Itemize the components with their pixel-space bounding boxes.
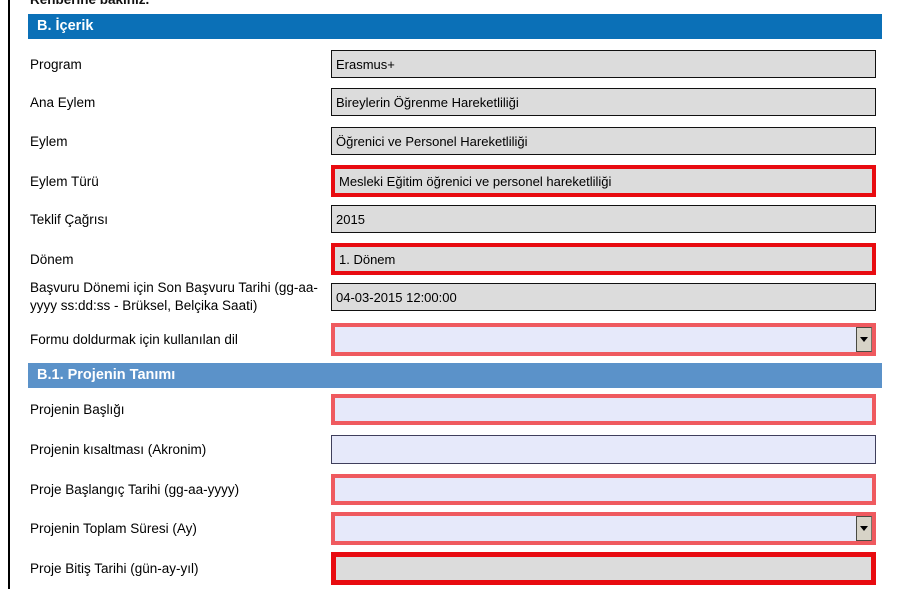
program-field[interactable] — [331, 50, 876, 78]
field-label-projenin-basligi: Projenin Başlığı — [30, 402, 125, 417]
field-label-proje-bitis-tarihi: Proje Bitiş Tarihi (gün-ay-yıl) — [30, 561, 199, 576]
clipped-sentence-text: Rehberine bakınız. — [30, 0, 149, 7]
field-label-son-basvuru-tarihi: Başvuru Dönemi için Son Başvuru Tarihi (… — [30, 280, 318, 313]
toplam-sure-dropdown-button[interactable] — [856, 516, 872, 541]
eylem-field[interactable] — [331, 127, 876, 155]
ana-eylem-field[interactable] — [331, 88, 876, 116]
field-label-program: Program — [30, 57, 82, 72]
chevron-down-icon — [860, 526, 868, 531]
toplam-sure-select[interactable] — [331, 512, 876, 545]
field-label-teklif-cagrisi: Teklif Çağrısı — [30, 212, 109, 227]
field-label-eylem-turu: Eylem Türü — [30, 174, 99, 189]
projenin-basligi-input[interactable] — [331, 394, 876, 425]
donem-field[interactable] — [331, 243, 876, 275]
akronim-input[interactable] — [331, 435, 876, 464]
section-header-projenin-tanimi: B.1. Projenin Tanımı — [28, 363, 882, 388]
proje-baslangic-tarihi-input[interactable] — [331, 474, 876, 505]
section-header-icerik: B. İçerik — [28, 14, 882, 39]
field-label-form-dili: Formu doldurmak için kullanılan dil — [30, 332, 238, 347]
field-label-proje-baslangic-tarihi: Proje Başlangıç Tarihi (gg-aa-yyyy) — [30, 482, 240, 497]
eylem-turu-field[interactable] — [331, 165, 876, 197]
proje-bitis-tarihi-field[interactable] — [331, 552, 876, 585]
son-basvuru-tarihi-field[interactable] — [331, 283, 876, 311]
field-label-eylem: Eylem — [30, 134, 68, 149]
field-label-akronim: Projenin kısaltması (Akronim) — [30, 442, 207, 457]
teklif-cagrisi-field[interactable] — [331, 205, 876, 233]
page-left-border — [8, 0, 10, 589]
field-label-ana-eylem: Ana Eylem — [30, 95, 96, 110]
field-label-donem: Dönem — [30, 252, 74, 267]
form-dili-select[interactable] — [331, 323, 876, 356]
chevron-down-icon — [860, 337, 868, 342]
field-label-toplam-sure: Projenin Toplam Süresi (Ay) — [30, 521, 197, 536]
form-dili-dropdown-button[interactable] — [856, 327, 872, 352]
